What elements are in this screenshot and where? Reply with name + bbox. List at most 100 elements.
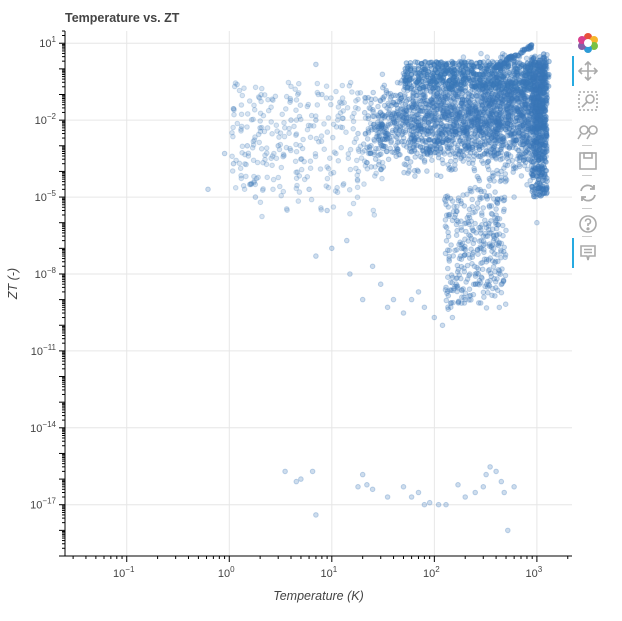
reset-tool-icon[interactable] — [575, 180, 601, 206]
data-point — [435, 96, 442, 102]
data-point — [238, 102, 245, 108]
data-point — [446, 166, 452, 172]
data-point — [490, 226, 496, 232]
data-point — [446, 143, 453, 150]
data-point — [511, 142, 517, 148]
data-point — [542, 108, 549, 114]
x-tick-label: 10−1 — [113, 565, 135, 580]
data-point — [468, 124, 474, 130]
data-point — [538, 109, 544, 115]
help-tool-icon[interactable] — [575, 211, 601, 237]
data-point — [465, 147, 471, 154]
data-point — [281, 120, 287, 126]
data-point — [480, 160, 487, 167]
data-point — [270, 186, 276, 193]
data-point — [536, 72, 543, 78]
data-point — [449, 61, 456, 67]
data-point — [467, 185, 474, 192]
box-zoom-tool-icon[interactable] — [575, 88, 601, 114]
data-point — [462, 296, 469, 303]
data-point — [298, 476, 304, 482]
data-point — [364, 482, 370, 488]
data-point — [377, 139, 383, 146]
data-point — [542, 107, 549, 114]
data-point — [478, 111, 484, 118]
data-point — [480, 97, 486, 104]
data-point — [390, 296, 397, 303]
data-point — [334, 117, 341, 123]
save-tool-icon[interactable] — [575, 148, 601, 174]
data-point — [230, 133, 236, 140]
data-point — [475, 266, 482, 273]
data-point — [489, 173, 496, 180]
data-point — [399, 138, 405, 145]
data-point — [494, 74, 500, 81]
data-point — [522, 96, 528, 102]
data-point — [482, 100, 489, 107]
data-point — [293, 478, 300, 485]
data-point — [469, 160, 476, 167]
data-point — [510, 80, 517, 87]
data-point — [527, 143, 534, 150]
data-point — [491, 153, 498, 159]
data-point — [529, 92, 536, 98]
data-point — [238, 123, 245, 130]
data-point — [269, 131, 275, 137]
data-point — [534, 168, 541, 174]
y-tick-label: 10−11 — [31, 343, 57, 358]
data-point — [384, 494, 391, 500]
data-point — [481, 142, 488, 148]
data-point — [511, 59, 517, 66]
data-point — [410, 138, 416, 145]
data-point — [500, 73, 507, 80]
data-point — [488, 273, 495, 280]
data-point — [445, 162, 451, 168]
data-point — [252, 194, 259, 200]
data-point — [469, 94, 475, 100]
data-point — [424, 131, 430, 137]
data-point — [485, 125, 491, 132]
data-point — [504, 143, 511, 150]
data-point — [521, 162, 528, 169]
data-point — [460, 286, 467, 292]
wheel-zoom-tool-icon[interactable] — [575, 118, 601, 144]
data-point — [354, 194, 361, 200]
data-point — [467, 127, 474, 133]
data-point — [434, 172, 440, 178]
data-point — [415, 289, 422, 295]
data-point — [489, 134, 496, 140]
data-point — [242, 161, 248, 167]
data-point — [492, 125, 499, 131]
data-point — [364, 145, 370, 151]
data-point — [491, 117, 498, 123]
data-point — [450, 117, 457, 124]
data-point — [424, 71, 430, 78]
data-point — [444, 137, 451, 144]
data-point — [479, 212, 485, 219]
data-point — [507, 117, 514, 123]
data-point — [446, 247, 453, 254]
data-point — [443, 106, 450, 112]
data-point — [380, 96, 387, 102]
pan-tool-icon[interactable] — [575, 58, 601, 84]
hover-tool-icon[interactable] — [575, 240, 601, 266]
data-point — [470, 69, 476, 75]
data-point — [438, 145, 444, 151]
data-point — [362, 115, 369, 121]
data-point — [400, 129, 406, 135]
bokeh-logo-icon[interactable] — [575, 30, 601, 56]
data-point — [423, 87, 430, 94]
data-point — [499, 54, 506, 61]
data-point — [340, 182, 346, 188]
data-point — [389, 127, 396, 134]
data-point — [505, 109, 512, 115]
data-point — [411, 137, 418, 143]
data-point — [447, 287, 454, 293]
data-point — [411, 148, 418, 154]
data-point — [446, 129, 452, 135]
data-point — [415, 106, 421, 112]
data-point — [448, 108, 455, 114]
data-point — [287, 97, 294, 104]
data-point — [239, 143, 246, 150]
